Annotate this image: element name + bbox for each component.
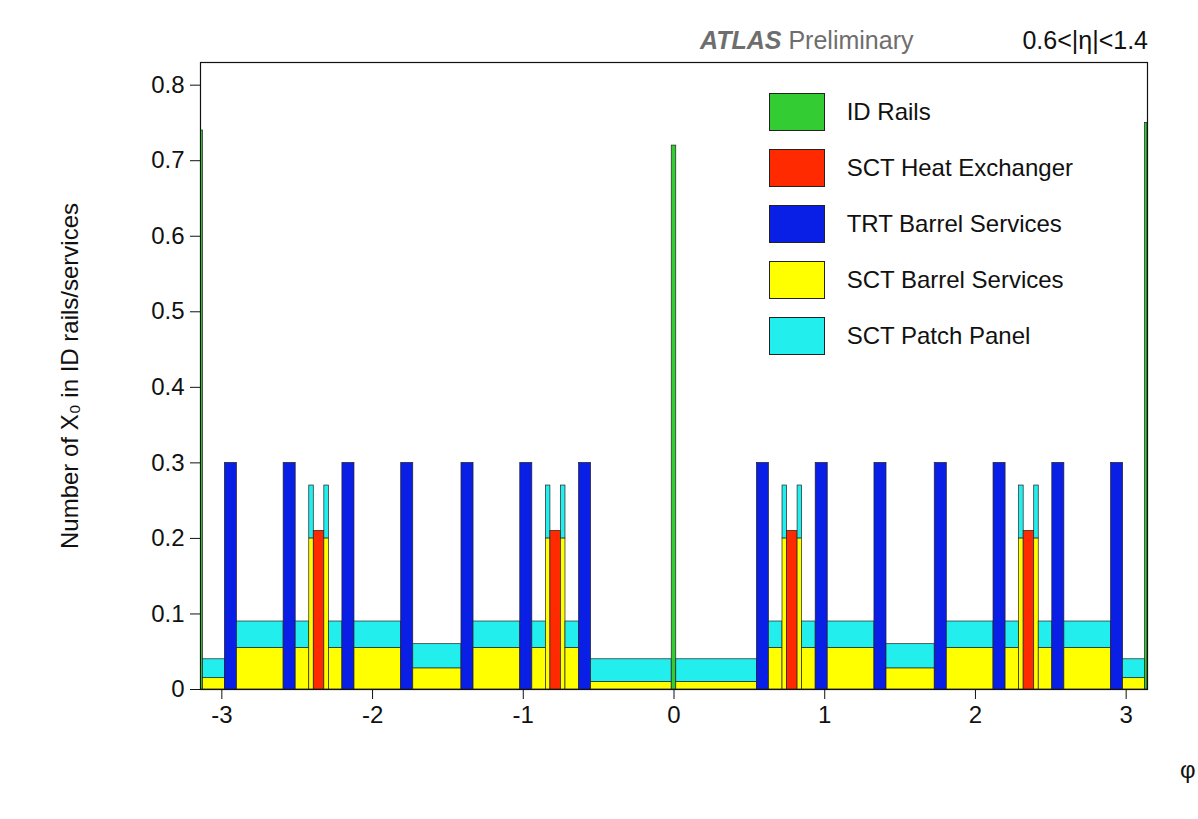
svg-text:3: 3	[1119, 701, 1132, 728]
html-text:ID Rails: ID Rails	[846, 98, 931, 125]
svg-text:0.5: 0.5	[151, 297, 184, 324]
svg-text:Number of X₀ in ID rails/servi: Number of X₀ in ID rails/services	[56, 203, 83, 549]
svg-text:-1: -1	[513, 701, 534, 728]
html-text:SCT Barrel Services: SCT Barrel Services	[846, 266, 1064, 293]
svg-text:0: 0	[667, 701, 680, 728]
svg-text:-3: -3	[211, 701, 232, 728]
svg-text:0.7: 0.7	[151, 146, 184, 173]
svg-text:0.4: 0.4	[151, 373, 184, 400]
svg-text:1: 1	[818, 701, 831, 728]
html-text:TRT Barrel Services: TRT Barrel Services	[846, 210, 1062, 237]
svg-text:0.2: 0.2	[151, 524, 184, 551]
svg-text:2: 2	[969, 701, 982, 728]
svg-text:0.8: 0.8	[151, 71, 184, 98]
svg-text:0: 0	[171, 675, 184, 702]
svg-text:φ: φ	[1180, 756, 1196, 783]
svg-text:0.6: 0.6	[151, 222, 184, 249]
html-text:SCT Patch Panel: SCT Patch Panel	[846, 322, 1031, 349]
svg-text:0.3: 0.3	[151, 449, 184, 476]
html-text:0.6<|η|<1.4: 0.6<|η|<1.4	[1022, 26, 1148, 54]
html-text:ATLAS Preliminary: ATLAS Preliminary	[700, 26, 914, 54]
html-text:SCT Heat Exchanger: SCT Heat Exchanger	[846, 154, 1073, 181]
svg-text:-2: -2	[362, 701, 383, 728]
svg-text:0.1: 0.1	[151, 600, 184, 627]
